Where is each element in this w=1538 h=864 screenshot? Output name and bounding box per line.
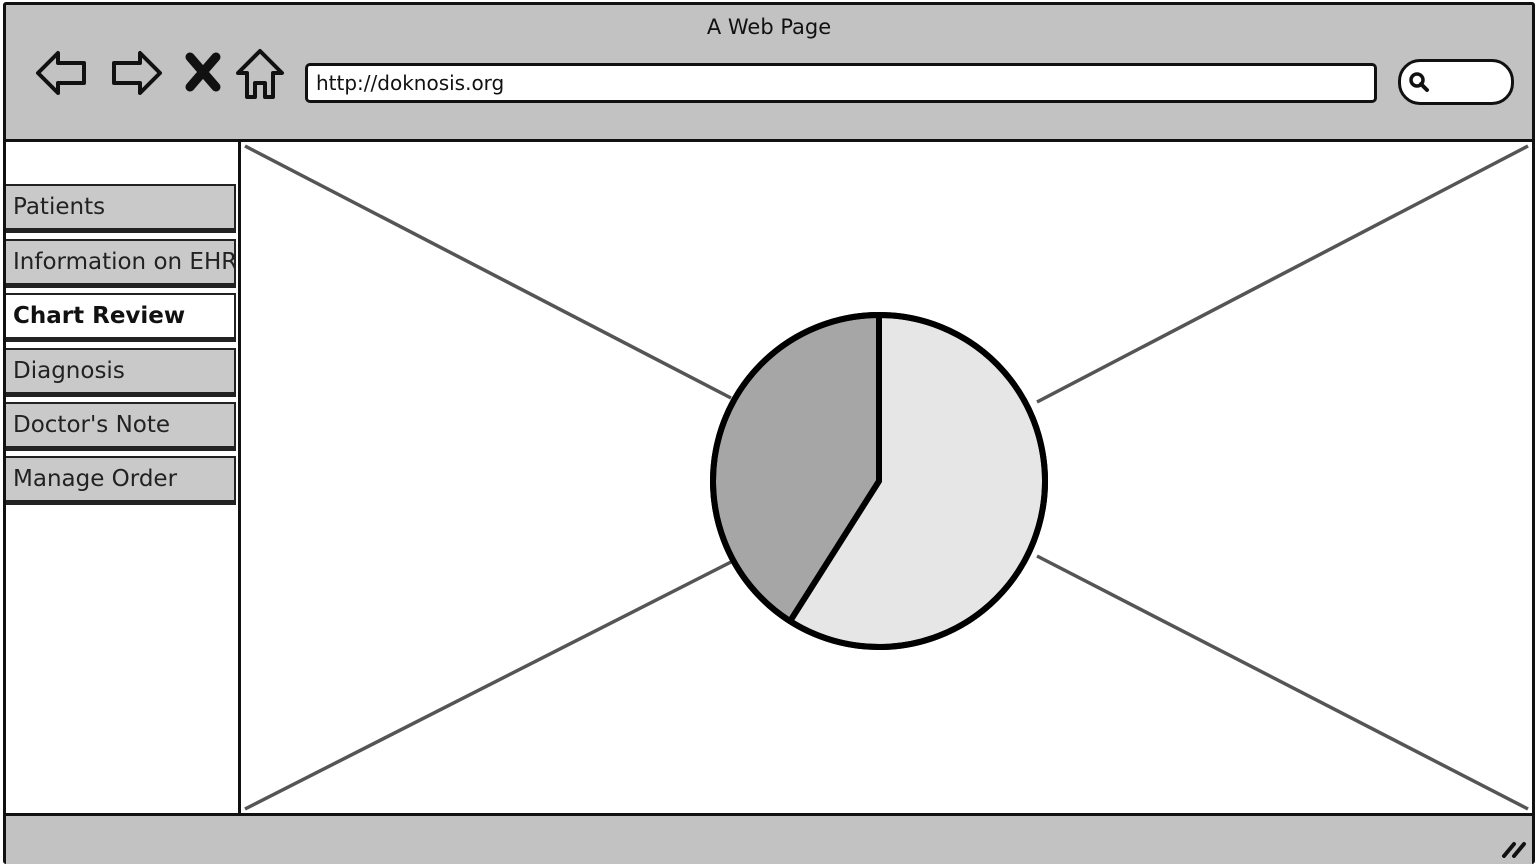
search-icon <box>1409 72 1429 92</box>
sidebar-nav: Patients Information on EHR Chart Review… <box>6 142 241 813</box>
sidebar-item-patients[interactable]: Patients <box>6 184 236 230</box>
forward-arrow-icon[interactable] <box>106 43 166 103</box>
sidebar-item-information-on-ehr[interactable]: Information on EHR <box>6 239 236 285</box>
browser-toolbar: A Web Page http://doknosis.org <box>6 5 1532 142</box>
sidebar-item-doctors-note[interactable]: Doctor's Note <box>6 402 236 448</box>
resize-grip-icon[interactable] <box>1500 830 1528 858</box>
status-bar <box>6 813 1532 864</box>
browser-window: A Web Page http://doknosis.org Patients … <box>3 2 1535 864</box>
url-input[interactable]: http://doknosis.org <box>305 63 1377 103</box>
placeholder-cross <box>244 144 1529 811</box>
sidebar-item-diagnosis[interactable]: Diagnosis <box>6 348 236 394</box>
sidebar-item-chart-review[interactable]: Chart Review <box>6 293 236 339</box>
stop-icon[interactable] <box>178 43 228 103</box>
search-input[interactable] <box>1398 59 1514 105</box>
pie-chart-icon <box>704 306 1054 656</box>
back-arrow-icon[interactable] <box>32 43 92 103</box>
pie-outline <box>710 312 1048 650</box>
sidebar-item-manage-order[interactable]: Manage Order <box>6 456 236 502</box>
image-placeholder <box>241 142 1532 813</box>
window-title: A Web Page <box>706 15 832 39</box>
home-icon[interactable] <box>232 43 288 103</box>
